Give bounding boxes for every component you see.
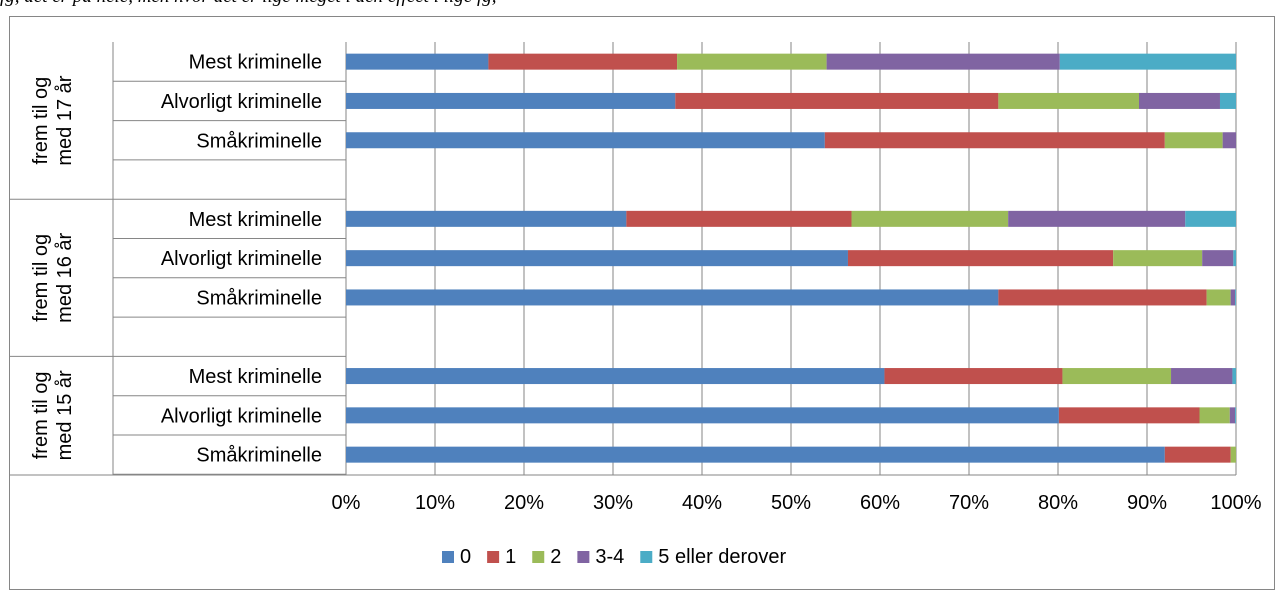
group-label-line: med 15 år (54, 370, 76, 460)
legend-label: 0 (460, 546, 471, 568)
bar-segment (1008, 210, 1186, 227)
group-label: frem til og med 16 år (30, 232, 76, 322)
bar-segment (1222, 132, 1236, 149)
bar-segment (346, 407, 1059, 424)
bar-segment (488, 53, 678, 70)
bar-segment (1059, 53, 1236, 70)
bar-segment (626, 210, 852, 227)
bar-segment (824, 132, 1165, 149)
bar-segment (1230, 446, 1236, 463)
x-tick-label: 80% (1038, 492, 1078, 514)
legend-swatch (532, 551, 545, 563)
bar-segment (346, 289, 999, 306)
bar-segment (675, 92, 999, 109)
bar-segment (677, 53, 827, 70)
x-tick-label: 100% (1210, 492, 1261, 514)
group-label-line: frem til og (30, 234, 52, 322)
legend-swatch (442, 551, 454, 563)
x-tick-label: 90% (1127, 492, 1167, 514)
bar-segment (851, 210, 1009, 227)
bar-segment (1138, 92, 1220, 109)
bar-segment (847, 250, 1114, 267)
bar-segment (1229, 407, 1236, 424)
legend-swatch (640, 551, 653, 563)
group-label: frem til og med 15 år (30, 370, 76, 460)
bar-segment (1235, 407, 1236, 424)
bar-segment (346, 210, 627, 227)
x-tick-label: 20% (504, 492, 544, 514)
x-tick-label: 30% (593, 492, 633, 514)
bar-segment (346, 368, 885, 385)
bar-segment (1062, 368, 1172, 385)
bar-segment (1164, 132, 1223, 149)
bar-segment (1164, 446, 1231, 463)
bar-segment (346, 92, 676, 109)
x-tick-label: 10% (415, 492, 455, 514)
category-label: Mest kriminelle (189, 209, 322, 231)
legend-label: 2 (550, 546, 561, 568)
bar-segment (1185, 210, 1236, 227)
bar-segment (826, 53, 1060, 70)
bar-segment (998, 92, 1139, 109)
category-label: Småkriminelle (196, 130, 322, 152)
bar-segment (1230, 289, 1236, 306)
chart-area: Mest kriminelle Alvorligt kriminelle Småkr… (9, 16, 1275, 590)
bar-segment (1202, 250, 1234, 267)
bar-segment (346, 132, 825, 149)
bar-segment (1199, 407, 1230, 424)
legend-label: 5 eller derover (658, 546, 786, 568)
bar-segment (1219, 92, 1236, 109)
category-label: Alvorligt kriminelle (161, 405, 322, 427)
x-tick-label: 40% (682, 492, 722, 514)
legend-label: 3-4 (595, 546, 624, 568)
bar-segment (346, 53, 489, 70)
x-tick-label: 50% (771, 492, 811, 514)
legend-label: 1 (505, 546, 516, 568)
bar-segment (1206, 289, 1231, 306)
x-tick-label: 60% (860, 492, 900, 514)
legend-swatch (577, 551, 590, 563)
x-tick-label: 0% (332, 492, 361, 514)
page-header-fragment: fg, det er på hele, men hvor det er lige… (0, 0, 1282, 8)
bar-segment (998, 289, 1207, 306)
stacked-bar-chart: Mest kriminelle Alvorligt kriminelle Småkr… (10, 42, 1262, 568)
group-label-line: med 17 år (54, 75, 76, 165)
category-label: Småkriminelle (196, 287, 322, 309)
bar-segment (1232, 368, 1236, 385)
legend-swatch (487, 551, 500, 563)
group-label-line: frem til og (30, 77, 52, 165)
group-label-line: frem til og (30, 371, 52, 459)
bar-segment (1171, 368, 1233, 385)
bar-segment (1233, 250, 1236, 267)
bar-segment (1235, 289, 1236, 306)
bar-segment (1113, 250, 1203, 267)
category-label: Mest kriminelle (189, 366, 322, 388)
category-label: Alvorligt kriminelle (161, 91, 322, 113)
bar-segment (346, 250, 848, 267)
category-label: Småkriminelle (196, 445, 322, 467)
x-tick-label: 70% (949, 492, 989, 514)
category-label: Mest kriminelle (189, 52, 322, 74)
group-label: frem til og med 17 år (30, 75, 76, 165)
category-label: Alvorligt kriminelle (161, 248, 322, 270)
bar-segment (346, 446, 1165, 463)
bar-segment (884, 368, 1063, 385)
bar-segment (1058, 407, 1200, 424)
group-label-line: med 16 år (54, 232, 76, 322)
